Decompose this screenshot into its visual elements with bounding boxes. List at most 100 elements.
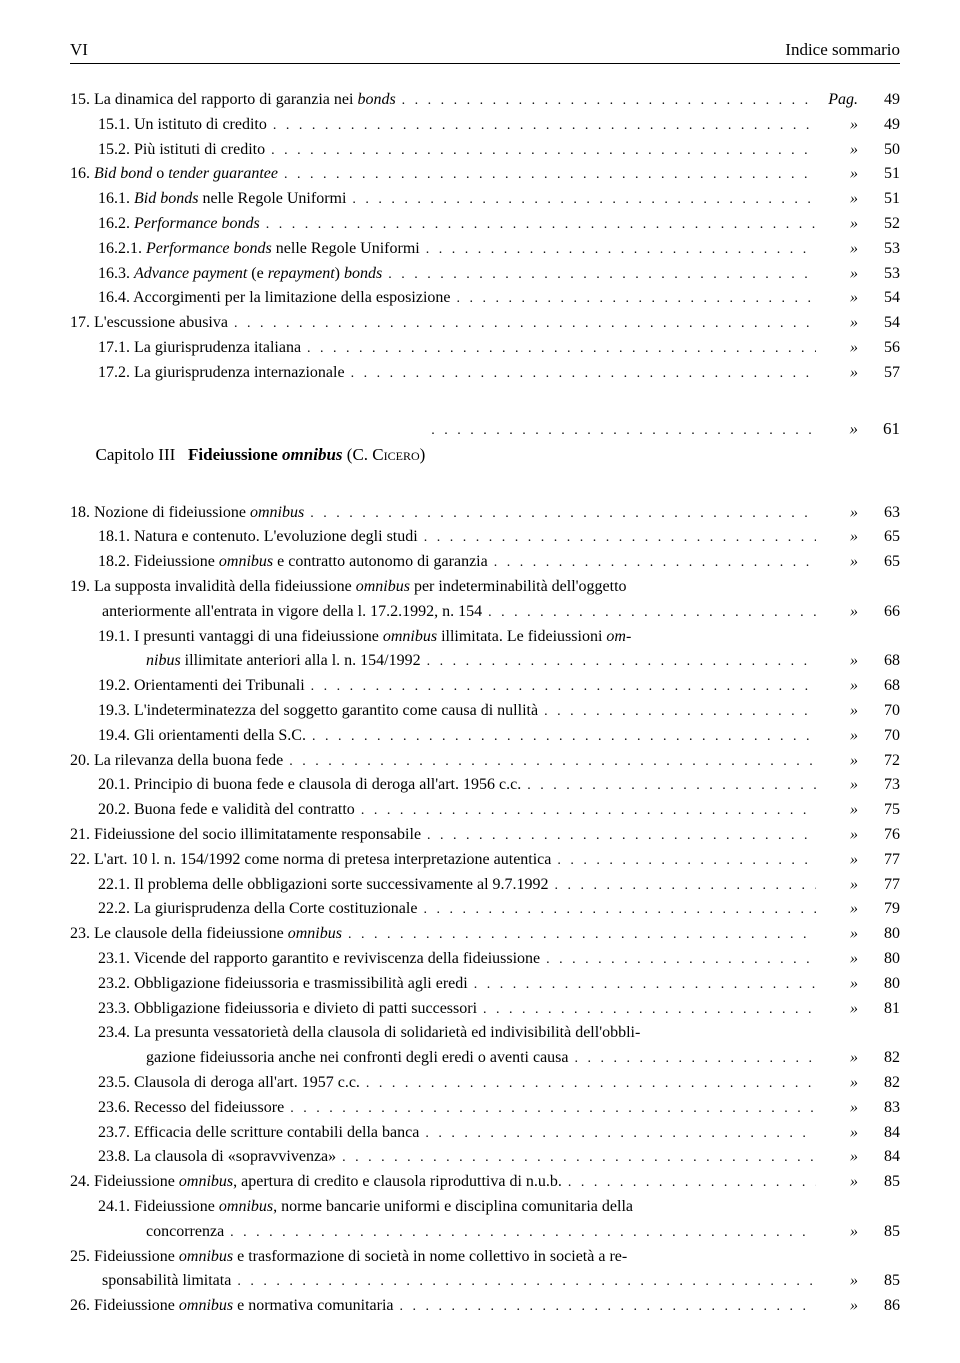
leader-dots	[304, 503, 816, 525]
chapter-title-bold: Fideiussione	[188, 445, 282, 464]
page-symbol: »	[816, 600, 858, 625]
page-number: 51	[858, 162, 900, 187]
page-number: 70	[858, 699, 900, 724]
page-number: 80	[858, 972, 900, 997]
page-symbol: »	[816, 525, 858, 550]
page-number: 84	[858, 1145, 900, 1170]
page-symbol: »	[816, 972, 858, 997]
page-number: 65	[858, 550, 900, 575]
entry-label: 15.1. Un istituto di credito	[98, 113, 267, 138]
page-number: 84	[858, 1121, 900, 1146]
toc-entry: 23.8. La clausola di «sopravvivenza»»84	[70, 1145, 900, 1170]
page-symbol: »	[816, 1145, 858, 1170]
page-number: 56	[858, 336, 900, 361]
leader-dots	[301, 338, 816, 360]
entry-label: 24. Fideiussione omnibus, apertura di cr…	[70, 1170, 562, 1195]
toc-entry: 19.2. Orientamenti dei Tribunali»68	[70, 674, 900, 699]
page-symbol: Pag.	[816, 88, 858, 113]
leader-dots	[336, 1147, 816, 1169]
page-symbol: »	[816, 1294, 858, 1319]
entry-label: 17. L'escussione abusiva	[70, 311, 228, 336]
entry-label: 15.2. Più istituti di credito	[98, 138, 265, 163]
toc-entry: 22.1. Il problema delle obbligazioni sor…	[70, 873, 900, 898]
entry-label: 23.1. Vicende del rapporto garantito e r…	[98, 947, 540, 972]
toc-entry: 20. La rilevanza della buona fede»72	[70, 749, 900, 774]
leader-dots	[468, 974, 816, 996]
leader-dots	[396, 90, 816, 112]
page-symbol: »	[816, 1269, 858, 1294]
entry-label: 23.6. Recesso del fideiussore	[98, 1096, 284, 1121]
leader-dots	[418, 527, 816, 549]
toc-entry: 26. Fideiussione omnibus e normativa com…	[70, 1294, 900, 1319]
leader-dots	[305, 676, 816, 698]
toc-entry: 17.1. La giurisprudenza italiana»56	[70, 336, 900, 361]
toc-entry: 16.3. Advance payment (e repayment) bond…	[70, 262, 900, 287]
page-header: VI Indice sommario	[70, 40, 900, 64]
page-number: 83	[858, 1096, 900, 1121]
page-symbol: »	[816, 311, 858, 336]
toc-entry: 16.2. Performance bonds»52	[70, 212, 900, 237]
page-symbol: »	[816, 361, 858, 386]
leader-dots	[355, 800, 816, 822]
toc-entry-continuation: nibus illimitate anteriori alla l. n. 15…	[70, 649, 900, 674]
leader-dots	[360, 1073, 816, 1095]
toc-entry: 20.1. Principio di buona fede e clausola…	[70, 773, 900, 798]
page-number: 80	[858, 922, 900, 947]
entry-label: 16.2. Performance bonds	[98, 212, 260, 237]
page-number: 65	[858, 525, 900, 550]
entry-label: 23. Le clausole della fideiussione omnib…	[70, 922, 342, 947]
page-number: 49	[858, 113, 900, 138]
leader-dots	[267, 115, 816, 137]
leader-dots	[265, 140, 816, 162]
toc-entry: 23.3. Obbligazione fideiussoria e diviet…	[70, 997, 900, 1022]
page-number: 52	[858, 212, 900, 237]
leader-dots	[284, 1098, 816, 1120]
page-number: 80	[858, 947, 900, 972]
page-number: 66	[858, 600, 900, 625]
entry-label: 20.2. Buona fede e validità del contratt…	[98, 798, 355, 823]
page-symbol: »	[816, 550, 858, 575]
entry-label: 17.2. La giurisprudenza internazionale	[98, 361, 345, 386]
toc-entry: 16.1. Bid bonds nelle Regole Uniformi»51	[70, 187, 900, 212]
page-symbol: »	[816, 947, 858, 972]
page-symbol: »	[816, 1220, 858, 1245]
toc-entry: 18.2. Fideiussione omnibus e contratto a…	[70, 550, 900, 575]
page-symbol: »	[816, 1121, 858, 1146]
page-symbol: »	[816, 262, 858, 287]
page-number: 51	[858, 187, 900, 212]
toc-entry: 22.2. La giurisprudenza della Corte cost…	[70, 897, 900, 922]
leader-dots	[521, 775, 816, 797]
leader-dots	[346, 189, 816, 211]
page-symbol: »	[816, 237, 858, 262]
page-symbol: »	[816, 162, 858, 187]
leader-dots	[477, 999, 816, 1021]
page-symbol: »	[816, 922, 858, 947]
leader-dots	[283, 751, 816, 773]
page-symbol: »	[816, 749, 858, 774]
entry-label: 23.2. Obbligazione fideiussoria e trasmi…	[98, 972, 468, 997]
toc-entry-continuation: sponsabilità limitata»85	[70, 1269, 900, 1294]
chapter-title-bold-italic: omnibus	[282, 445, 342, 464]
page-symbol: »	[816, 138, 858, 163]
entry-label: 21. Fideiussione del socio illimitatamen…	[70, 823, 421, 848]
entry-label: 16.2.1. Performance bonds nelle Regole U…	[98, 237, 420, 262]
page-symbol: »	[816, 773, 858, 798]
leader-dots	[345, 363, 816, 385]
page-symbol: »	[816, 897, 858, 922]
entry-label: 19.4. Gli orientamenti della S.C.	[98, 724, 306, 749]
toc-entry-continuation: gazione fideiussoria anche nei confronti…	[70, 1046, 900, 1071]
leader-dots	[451, 288, 817, 310]
page-symbol: »	[816, 649, 858, 674]
entry-label: 16.1. Bid bonds nelle Regole Uniformi	[98, 187, 346, 212]
page-number: 54	[858, 286, 900, 311]
toc-entry: 23.1. Vicende del rapporto garantito e r…	[70, 947, 900, 972]
entry-label: 19.2. Orientamenti dei Tribunali	[98, 674, 305, 699]
leader-dots	[382, 264, 816, 286]
leader-dots	[342, 924, 816, 946]
page-number: 75	[858, 798, 900, 823]
leader-dots	[538, 701, 816, 723]
toc-entry: 18. Nozione di fideiussione omnibus»63	[70, 501, 900, 526]
page-number: 53	[858, 237, 900, 262]
page-number: 57	[858, 361, 900, 386]
entry-label: 26. Fideiussione omnibus e normativa com…	[70, 1294, 394, 1319]
